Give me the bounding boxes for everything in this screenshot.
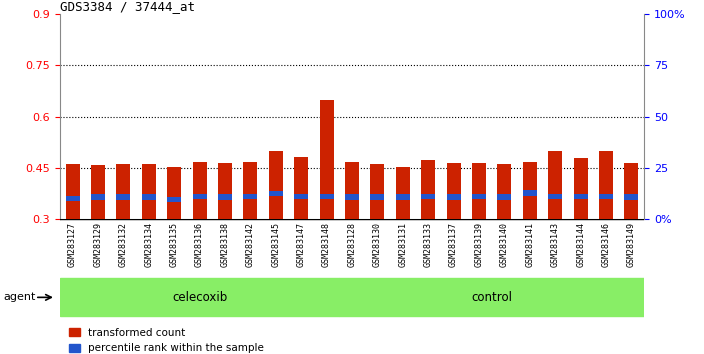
Bar xyxy=(167,196,181,202)
Bar xyxy=(345,194,359,200)
Text: GSM283129: GSM283129 xyxy=(94,222,103,267)
Bar xyxy=(446,194,460,200)
Bar xyxy=(339,278,644,316)
Text: GSM283138: GSM283138 xyxy=(220,222,230,267)
Bar xyxy=(269,191,283,196)
Bar xyxy=(396,194,410,200)
Bar xyxy=(523,162,537,219)
Text: GSM283148: GSM283148 xyxy=(322,222,331,267)
Bar xyxy=(294,157,308,219)
Text: celecoxib: celecoxib xyxy=(172,291,227,304)
Bar xyxy=(294,194,308,199)
Bar xyxy=(599,151,613,219)
Bar xyxy=(65,164,80,219)
Text: GSM283134: GSM283134 xyxy=(144,222,153,267)
Bar xyxy=(624,163,639,219)
Bar xyxy=(244,194,258,199)
Bar xyxy=(116,164,130,219)
Bar xyxy=(320,194,334,199)
Text: GSM283142: GSM283142 xyxy=(246,222,255,267)
Text: GSM283139: GSM283139 xyxy=(474,222,484,267)
Text: GSM283136: GSM283136 xyxy=(195,222,204,267)
Bar xyxy=(269,151,283,219)
Text: GSM283143: GSM283143 xyxy=(551,222,560,267)
Bar xyxy=(472,194,486,199)
Bar xyxy=(91,194,105,200)
Text: GSM283133: GSM283133 xyxy=(424,222,433,267)
Bar xyxy=(548,194,562,199)
Bar xyxy=(421,194,435,199)
Bar xyxy=(472,163,486,219)
Bar xyxy=(548,151,562,219)
Bar xyxy=(142,194,156,200)
Text: GSM283145: GSM283145 xyxy=(271,222,280,267)
Bar xyxy=(60,278,339,316)
Text: GDS3384 / 37444_at: GDS3384 / 37444_at xyxy=(60,0,195,13)
Legend: transformed count, percentile rank within the sample: transformed count, percentile rank withi… xyxy=(65,324,268,354)
Text: GSM283130: GSM283130 xyxy=(373,222,382,267)
Bar xyxy=(193,194,206,199)
Bar xyxy=(116,194,130,200)
Text: GSM283135: GSM283135 xyxy=(170,222,179,267)
Text: GSM283149: GSM283149 xyxy=(627,222,636,267)
Bar xyxy=(142,164,156,219)
Bar xyxy=(370,194,384,200)
Bar xyxy=(446,163,460,219)
Bar xyxy=(574,194,588,199)
Bar xyxy=(599,194,613,199)
Text: GSM283127: GSM283127 xyxy=(68,222,77,267)
Bar xyxy=(396,167,410,219)
Text: GSM283141: GSM283141 xyxy=(525,222,534,267)
Text: GSM283144: GSM283144 xyxy=(576,222,585,267)
Bar xyxy=(65,195,80,201)
Bar xyxy=(574,158,588,219)
Bar xyxy=(624,194,639,200)
Bar xyxy=(498,164,511,219)
Bar xyxy=(244,162,258,219)
Bar xyxy=(523,190,537,195)
Bar xyxy=(193,162,206,219)
Bar xyxy=(498,194,511,200)
Bar xyxy=(91,165,105,219)
Text: GSM283147: GSM283147 xyxy=(296,222,306,267)
Bar xyxy=(320,100,334,219)
Text: control: control xyxy=(471,291,513,304)
Text: GSM283131: GSM283131 xyxy=(398,222,408,267)
Bar xyxy=(218,194,232,200)
Text: GSM283137: GSM283137 xyxy=(449,222,458,267)
Bar xyxy=(370,164,384,219)
Text: agent: agent xyxy=(4,292,36,302)
Text: GSM283132: GSM283132 xyxy=(119,222,128,267)
Text: GSM283128: GSM283128 xyxy=(348,222,356,267)
Bar xyxy=(218,163,232,219)
Text: GSM283146: GSM283146 xyxy=(601,222,610,267)
Bar xyxy=(167,167,181,219)
Bar xyxy=(345,162,359,219)
Bar xyxy=(421,160,435,219)
Text: GSM283140: GSM283140 xyxy=(500,222,509,267)
